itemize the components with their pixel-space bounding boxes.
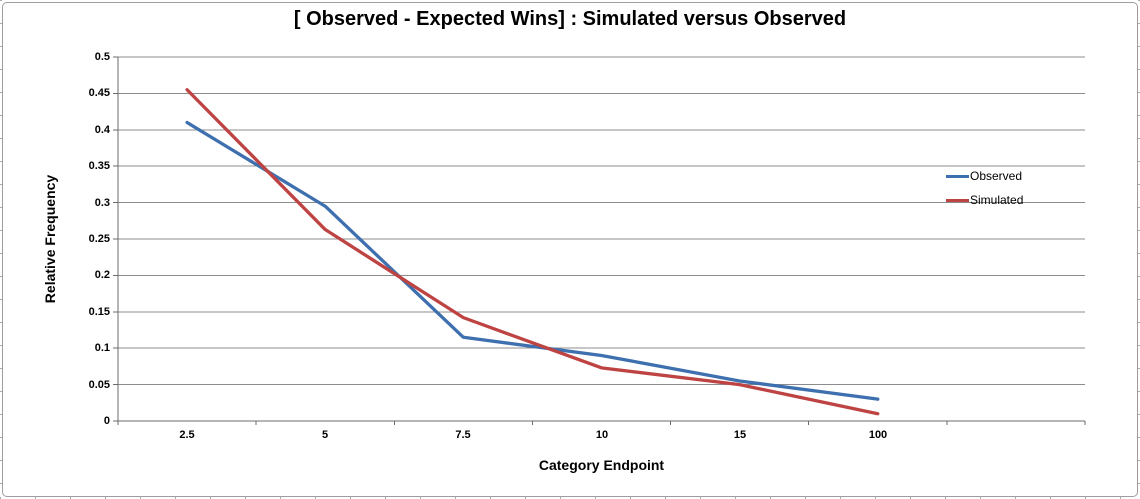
x-tick-label: 10 — [595, 429, 609, 441]
y-tick-label: 0 — [103, 415, 110, 427]
chart-legend: Observed Simulated — [946, 168, 1023, 216]
x-axis-title: Category Endpoint — [538, 457, 665, 473]
left-edge-gridline-marks — [0, 0, 2, 499]
y-tick-label: 0.05 — [88, 379, 110, 391]
y-tick-label: 0.1 — [94, 342, 110, 354]
x-tick-label: 100 — [868, 429, 888, 441]
observed-line-marker-icon — [946, 174, 969, 178]
y-tick-label: 0.45 — [88, 87, 110, 99]
bottom-edge-gridline-marks — [0, 497, 1140, 499]
legend-item-simulated: Simulated — [946, 192, 1023, 208]
y-tick-label: 0.35 — [88, 160, 110, 172]
x-tick-label: 2.5 — [179, 429, 195, 441]
x-tick-label: 15 — [733, 429, 747, 441]
simulated-line-marker-icon — [946, 198, 969, 202]
x-tick-label: 7.5 — [455, 429, 471, 441]
y-tick-label: 0.15 — [88, 306, 110, 318]
chart-title: [ Observed - Expected Wins] : Simulated … — [293, 8, 847, 30]
x-tick-label: 5 — [321, 429, 329, 441]
y-tick-label: 0.4 — [94, 124, 110, 136]
right-edge-gridline-marks — [1138, 0, 1140, 499]
legend-label: Simulated — [970, 193, 1024, 207]
legend-item-observed: Observed — [946, 168, 1023, 184]
y-axis-title: Relative Frequency — [42, 174, 58, 304]
y-tick-label: 0.3 — [94, 197, 110, 209]
y-tick-label: 0.2 — [94, 269, 110, 281]
legend-label: Observed — [970, 169, 1023, 183]
y-tick-label: 0.25 — [88, 233, 110, 245]
y-tick-label: 0.5 — [94, 51, 110, 63]
